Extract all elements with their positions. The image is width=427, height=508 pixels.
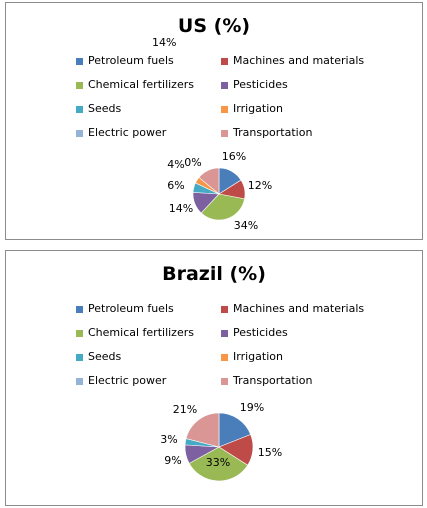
data-label: 9% <box>164 454 181 467</box>
data-label: 33% <box>206 456 230 469</box>
legend-label: Irrigation <box>233 350 283 363</box>
data-label: 19% <box>240 401 264 414</box>
data-label: 6% <box>167 179 184 192</box>
legend-item: Pesticides <box>221 79 288 91</box>
legend-swatch <box>76 353 83 361</box>
legend-label: Petroleum fuels <box>88 54 174 67</box>
pie-slice <box>218 412 251 448</box>
legend-swatch <box>221 57 228 65</box>
legend-label: Seeds <box>88 350 122 363</box>
legend-swatch <box>221 329 228 337</box>
brazil-chart-panel: Brazil (%) Petroleum fuels Machines and m… <box>5 250 423 506</box>
legend-item: Transportation <box>221 375 312 387</box>
legend-item: Seeds <box>76 103 121 115</box>
legend-label: Machines and materials <box>233 302 365 315</box>
legend-swatch <box>221 305 228 313</box>
pie-slice <box>185 412 220 448</box>
legend-item: Irrigation <box>221 351 283 363</box>
legend-swatch <box>221 81 228 89</box>
legend-label: Electric power <box>88 374 167 387</box>
legend-swatch <box>221 353 228 361</box>
legend-item: Chemical fertilizers <box>76 79 194 91</box>
legend-item: Machines and materials <box>221 303 364 315</box>
legend-label: Pesticides <box>233 326 288 339</box>
data-label: 3% <box>160 433 177 446</box>
legend-label: Pesticides <box>233 78 288 91</box>
legend-item: Electric power <box>76 127 166 139</box>
legend-swatch <box>221 377 228 385</box>
pie-chart: 16% 12% 34% 14% 6% 4% 0% <box>167 150 272 232</box>
data-label: 12% <box>248 179 272 192</box>
legend-item: Pesticides <box>221 327 288 339</box>
legend-item: Electric power <box>76 375 166 387</box>
legend-label: Electric power <box>88 126 167 139</box>
legend-item: Seeds <box>76 351 121 363</box>
data-label: 16% <box>222 150 246 163</box>
legend-swatch <box>76 129 83 137</box>
legend-item: Irrigation <box>221 103 283 115</box>
legend-label: Petroleum fuels <box>88 302 174 315</box>
legend-swatch <box>221 105 228 113</box>
pie-slice <box>198 167 220 195</box>
pie-chart: 19% 15% 33% 9% 3% 21% <box>160 401 282 482</box>
data-label: 21% <box>173 403 197 416</box>
data-label: 15% <box>258 446 282 459</box>
data-label: 34% <box>234 219 258 232</box>
legend-swatch <box>76 81 83 89</box>
pie-slice <box>200 193 245 221</box>
legend-swatch <box>221 129 228 137</box>
legend-item: Transportation <box>221 127 312 139</box>
chart-title: Brazil (%) <box>162 263 266 285</box>
data-label: 14% <box>152 36 177 49</box>
data-label: 4% <box>167 158 184 171</box>
legend-swatch <box>76 305 83 313</box>
legend-label: Chemical fertilizers <box>88 326 194 339</box>
us-chart-panel: US (%) Petroleum fuels Machines and mater… <box>5 2 423 240</box>
legend-swatch <box>76 329 83 337</box>
legend-label: Transportation <box>233 126 313 139</box>
legend-label: Seeds <box>88 102 122 115</box>
legend-label: Machines and materials <box>233 54 365 67</box>
legend-item: Petroleum fuels <box>76 303 174 315</box>
legend-swatch <box>76 377 83 385</box>
legend-label: Transportation <box>233 374 313 387</box>
legend-item: Petroleum fuels <box>76 55 174 67</box>
legend-item: Chemical fertilizers <box>76 327 194 339</box>
data-label: 0% <box>184 156 201 169</box>
data-label: 14% <box>169 202 193 215</box>
legend-swatch <box>76 57 83 65</box>
legend-swatch <box>76 105 83 113</box>
legend-label: Chemical fertilizers <box>88 78 194 91</box>
legend-item: Machines and materials <box>221 55 364 67</box>
chart-title: US (%) <box>177 15 251 37</box>
legend-label: Irrigation <box>233 102 283 115</box>
